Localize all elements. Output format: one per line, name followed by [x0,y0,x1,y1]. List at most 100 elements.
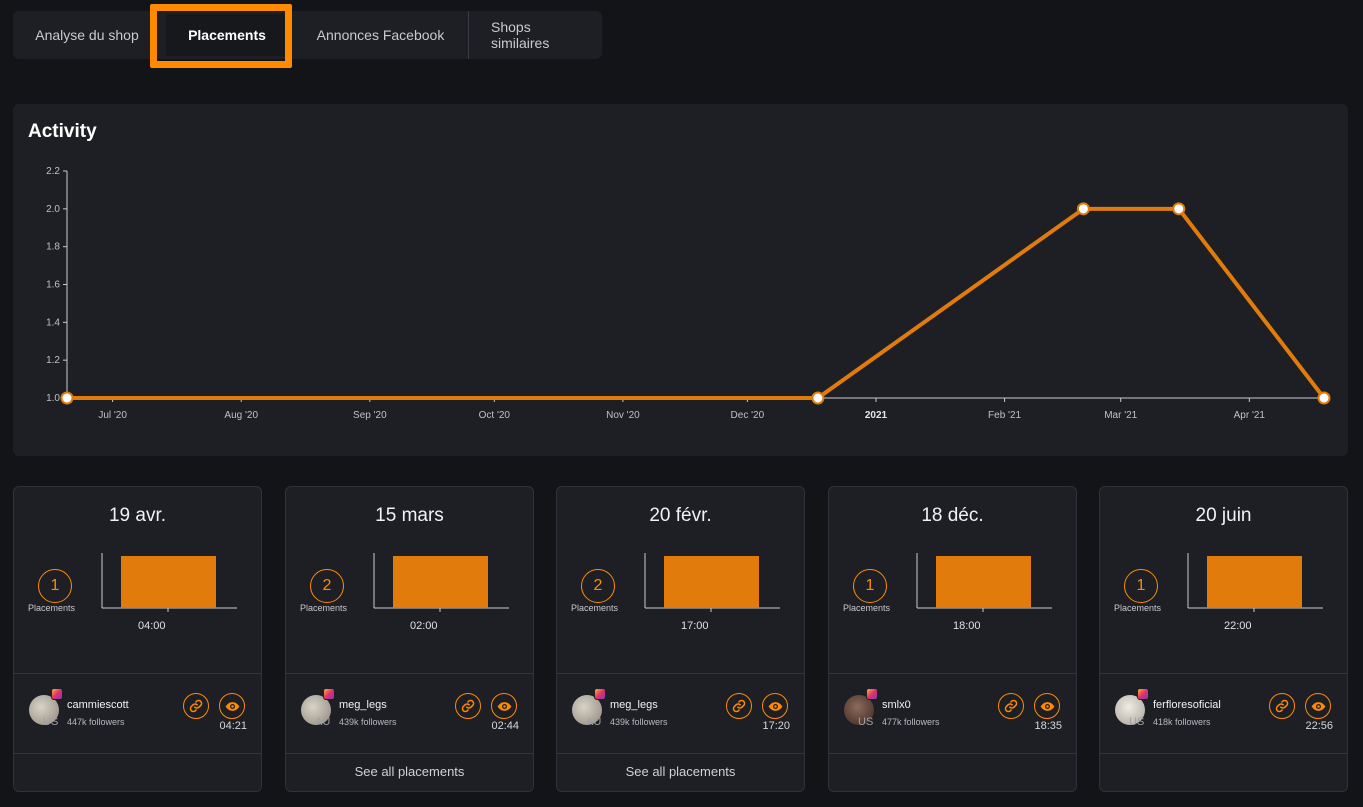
influencer-username[interactable]: ferfloresoficial [1153,699,1221,711]
divider [1100,753,1347,754]
influencer-username[interactable]: meg_legs [610,699,658,711]
x-tick-label: Apr '21 [1234,410,1266,421]
eye-icon [1040,701,1054,711]
hour-bar [121,556,216,608]
placement-count-badge: 1 [853,569,887,603]
card-date: 18 déc. [921,505,984,526]
instagram-icon [1137,688,1149,700]
divider [829,753,1076,754]
data-point [811,391,825,405]
hour-label: 02:00 [410,620,438,632]
open-link-button[interactable] [726,693,752,719]
hourly-bar-chart [644,553,780,612]
post-time: 18:35 [1034,720,1062,732]
placement-count-label: Placements [571,603,619,613]
placement-count-label: Placements [1114,603,1162,613]
tab-annonces-facebook[interactable]: Annonces Facebook [293,11,468,59]
link-icon [1275,699,1289,713]
instagram-icon [323,688,335,700]
hour-bar [936,556,1031,608]
hour-label: 18:00 [953,620,981,632]
eye-icon [768,701,782,711]
placement-count-badge: 1 [38,569,72,603]
data-point [1172,202,1186,216]
divider [829,673,1076,674]
open-link-button[interactable] [998,693,1024,719]
card-date: 20 févr. [649,505,712,526]
view-post-button[interactable] [219,693,245,719]
activity-title: Activity [28,121,97,142]
y-tick-label: 1.2 [46,355,60,366]
link-icon [461,699,475,713]
x-tick-label: Feb '21 [988,410,1021,421]
hourly-bar-chart [373,553,509,612]
tab-shops-similaires[interactable]: Shops similaires [468,11,602,59]
instagram-icon [594,688,606,700]
divider [557,753,804,754]
country-code: US [43,716,59,728]
avatar[interactable] [572,695,602,725]
tab-label: Annonces Facebook [316,27,445,43]
tab-bar: Analyse du shop Placements Annonces Face… [13,11,602,59]
x-tick-label: Sep '20 [353,410,387,421]
tab-analyse-du-shop[interactable]: Analyse du shop [13,11,161,59]
eye-icon [1311,701,1325,711]
open-link-button[interactable] [183,693,209,719]
y-tick-label: 1.8 [46,242,60,253]
divider [14,673,261,674]
data-point [1317,391,1331,405]
x-tick-label: Jul '20 [98,410,127,421]
country-code: US [1129,716,1145,728]
tab-placements[interactable]: Placements [161,11,293,59]
tab-label: Analyse du shop [35,27,139,43]
view-post-button[interactable] [1034,693,1060,719]
hour-bar [664,556,759,608]
avatar[interactable] [29,695,59,725]
y-tick-label: 1.0 [46,393,60,404]
view-post-button[interactable] [491,693,517,719]
activity-panel: Activity 1.0 1.2 1.4 1.6 1.8 2.0 2.2 Jul '20 Aug… [13,104,1348,456]
placement-card: 20 juin 1 Placements 22:00 US ferfloreso… [1099,486,1348,792]
divider [557,673,804,674]
follower-count: 418k followers [1153,717,1211,727]
avatar[interactable] [301,695,331,725]
view-post-button[interactable] [1305,693,1331,719]
avatar[interactable] [1115,695,1145,725]
tab-label: Placements [188,27,266,43]
hour-bar [1207,556,1302,608]
divider [286,753,533,754]
divider [14,753,261,754]
link-icon [1004,699,1018,713]
activity-chart: 1.0 1.2 1.4 1.6 1.8 2.0 2.2 Jul '20 Aug '20 Sep '… [46,166,1331,421]
influencer-username[interactable]: meg_legs [339,699,387,711]
placement-count-badge: 1 [1124,569,1158,603]
see-all-placements-link[interactable]: See all placements [354,764,465,779]
hour-bar [393,556,488,608]
placement-card: 19 avr. 1 Placements 04:00 US cammiescot… [13,486,262,792]
influencer-username[interactable]: cammiescott [67,699,129,711]
hour-label: 04:00 [138,620,166,632]
placement-count-badge: 2 [581,569,615,603]
eye-icon [225,701,239,711]
tab-label: Shops similaires [491,19,550,51]
divider [286,673,533,674]
open-link-button[interactable] [1269,693,1295,719]
x-tick-label: Dec '20 [731,410,765,421]
placement-card: 15 mars 2 Placements 02:00 AU meg_legs 4… [285,486,534,792]
card-date: 15 mars [375,505,444,526]
y-tick-label: 2.0 [46,204,60,215]
x-tick-label: Mar '21 [1104,410,1137,421]
card-date: 19 avr. [108,505,167,526]
see-all-placements-link[interactable]: See all placements [625,764,736,779]
view-post-button[interactable] [762,693,788,719]
placement-count-label: Placements [300,603,348,613]
avatar[interactable] [844,695,874,725]
x-tick-label: Oct '20 [479,410,511,421]
y-tick-label: 1.4 [46,317,60,328]
divider [1100,673,1347,674]
placement-count-badge: 2 [310,569,344,603]
x-tick-label: Nov '20 [606,410,640,421]
influencer-username[interactable]: smlx0 [882,699,911,711]
open-link-button[interactable] [455,693,481,719]
post-time: 04:21 [219,720,247,732]
